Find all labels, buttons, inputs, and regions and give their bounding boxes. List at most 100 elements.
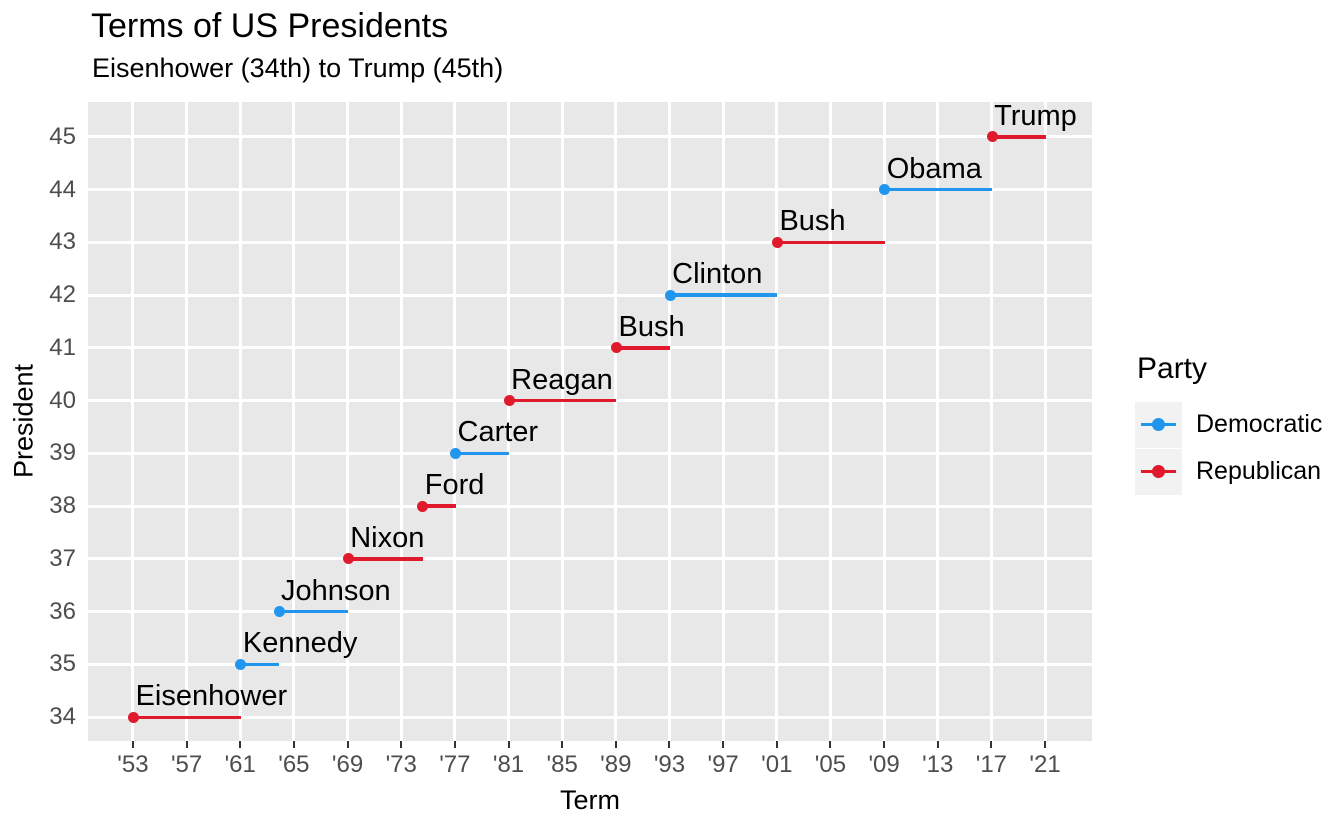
- term-segment: [240, 662, 279, 667]
- term-segment: [279, 609, 349, 614]
- president-name-label: Eisenhower: [135, 680, 288, 713]
- term-start-dot: [273, 606, 285, 618]
- term-start-dot: [664, 289, 676, 301]
- x-gridline: [238, 102, 242, 741]
- x-tick-label: '65: [278, 751, 310, 778]
- x-tick-label: '57: [170, 751, 203, 778]
- y-tick-label: 43: [49, 228, 76, 256]
- x-tick-mark: [775, 741, 778, 748]
- x-tick-mark: [668, 741, 671, 748]
- legend-title: Party: [1137, 352, 1208, 385]
- x-tick-label: '93: [653, 751, 686, 778]
- x-tick-mark: [990, 741, 993, 748]
- term-segment: [616, 346, 671, 350]
- x-tick-mark: [883, 741, 886, 748]
- legend: Party Democratic Republican: [1135, 352, 1322, 495]
- x-tick-label: '89: [600, 751, 632, 778]
- x-gridline: [1043, 102, 1047, 741]
- x-gridline: [614, 102, 618, 741]
- x-tick-label: '97: [707, 751, 739, 778]
- x-tick-mark: [829, 741, 832, 748]
- x-gridline: [775, 102, 779, 741]
- president-name-label: Bush: [618, 310, 685, 343]
- y-gridline: [88, 293, 1092, 297]
- x-tick-label: '53: [117, 751, 149, 778]
- term-start-dot: [610, 342, 622, 354]
- chart-title: Terms of US Presidents: [91, 7, 449, 45]
- x-tick-mark: [346, 741, 349, 748]
- y-gridline: [88, 188, 1092, 192]
- term-segment: [348, 557, 423, 561]
- plot-panel: Eisenhower Kennedy Johnson Nixon Ford Carter R…: [88, 99, 1092, 741]
- y-gridline: [88, 504, 1092, 508]
- president-name-label: Trump: [994, 99, 1077, 132]
- legend-key-swatch: [1135, 448, 1182, 495]
- x-tick-mark: [507, 741, 510, 748]
- x-tick-label: '17: [975, 751, 1008, 778]
- x-gridline: [346, 102, 350, 741]
- y-tick-label: 35: [49, 650, 76, 678]
- y-gridline: [88, 240, 1092, 244]
- term-segment: [670, 293, 778, 297]
- x-tick-mark: [239, 741, 242, 748]
- legend-entry-democratic: Democratic: [1135, 401, 1322, 448]
- x-tick-label: '69: [331, 751, 364, 778]
- legend-keys: Democratic Republican: [1135, 401, 1322, 495]
- president-name-label: Kennedy: [242, 627, 358, 660]
- y-tick-label: 45: [49, 122, 76, 150]
- x-tick-mark: [936, 741, 939, 748]
- x-gridline: [989, 102, 993, 741]
- term-start-dot: [771, 236, 783, 248]
- president-name-label: Reagan: [511, 363, 613, 396]
- term-segment: [422, 504, 456, 508]
- y-tick-label: 38: [49, 492, 76, 520]
- x-tick-mark: [185, 741, 188, 748]
- y-tick-label: 44: [49, 175, 76, 203]
- term-start-dot: [342, 553, 354, 565]
- term-segment: [992, 135, 1046, 139]
- term-start-dot: [128, 711, 140, 723]
- legend-key-dot: [1152, 465, 1165, 478]
- x-gridline: [292, 102, 296, 741]
- x-tick-label: '13: [922, 751, 954, 778]
- x-tick-label: '61: [224, 751, 256, 778]
- y-tick-label: 34: [49, 703, 76, 731]
- x-tick-mark: [400, 741, 403, 748]
- x-tick-label: '01: [761, 751, 793, 778]
- y-gridline: [88, 346, 1092, 350]
- legend-entry-republican: Republican: [1135, 448, 1322, 495]
- y-gridline: [88, 610, 1092, 614]
- x-tick-label: '09: [868, 751, 900, 778]
- x-gridline: [185, 102, 189, 741]
- term-start-dot: [235, 658, 247, 670]
- x-tick-mark: [561, 741, 564, 748]
- x-gridline: [453, 102, 457, 741]
- y-tick-label: 41: [49, 333, 76, 361]
- x-gridline: [882, 102, 886, 741]
- x-tick-mark: [453, 741, 456, 748]
- x-gridline: [560, 102, 564, 741]
- y-tick-label: 36: [49, 597, 76, 625]
- term-segment: [777, 240, 885, 245]
- x-tick-mark: [292, 741, 295, 748]
- president-name-label: Carter: [457, 416, 539, 449]
- y-tick-label: 42: [49, 281, 76, 309]
- president-name-label: Ford: [424, 469, 485, 502]
- x-gridline: [936, 102, 940, 741]
- x-tick-label: '05: [814, 751, 847, 778]
- x-axis-title: Term: [560, 785, 620, 815]
- term-start-dot: [879, 184, 891, 196]
- legend-key-label: Democratic: [1196, 410, 1323, 438]
- x-tick-label: '21: [1029, 751, 1061, 778]
- legend-key-label: Republican: [1196, 457, 1322, 485]
- y-gridline: [88, 451, 1092, 455]
- y-gridline: [88, 557, 1092, 561]
- x-gridline: [399, 102, 403, 741]
- x-tick-label: '73: [385, 751, 417, 778]
- x-tick-mark: [614, 741, 617, 748]
- president-name-label: Nixon: [350, 521, 425, 554]
- y-gridline: [88, 662, 1092, 666]
- president-name-label: Obama: [886, 152, 982, 185]
- x-gridline: [131, 102, 135, 741]
